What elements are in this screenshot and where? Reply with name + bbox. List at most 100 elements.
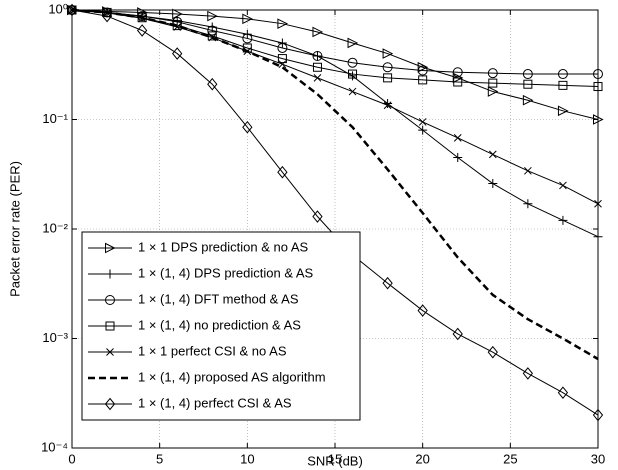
marker <box>452 327 463 341</box>
marker <box>593 69 603 80</box>
marker <box>522 69 533 80</box>
x-tick-label: 0 <box>68 451 75 466</box>
marker <box>242 33 253 44</box>
marker <box>348 87 357 96</box>
y-tick-label: 10⁻¹ <box>42 111 68 126</box>
marker <box>523 199 533 209</box>
marker <box>488 78 498 88</box>
marker <box>277 18 289 29</box>
legend-label: 1 × (1, 4) DFT method & AS <box>138 291 299 306</box>
marker <box>417 61 429 73</box>
marker <box>522 94 534 106</box>
marker <box>66 3 78 17</box>
marker <box>105 295 115 305</box>
legend-label: 1 × (1, 4) DPS prediction & AS <box>138 265 314 280</box>
marker <box>418 118 427 126</box>
marker <box>242 120 253 134</box>
legend-label: 1 × (1, 4) no prediction & AS <box>138 317 301 332</box>
marker <box>312 62 322 72</box>
marker <box>487 345 498 359</box>
marker <box>557 105 569 117</box>
marker <box>418 75 428 85</box>
marker <box>347 37 359 49</box>
x-tick-label: 10 <box>240 451 254 466</box>
marker <box>105 242 116 254</box>
marker <box>452 72 464 84</box>
marker <box>594 199 602 208</box>
marker <box>382 62 393 73</box>
series-line <box>71 9 598 75</box>
marker <box>453 152 463 162</box>
series-line <box>71 9 599 238</box>
marker <box>453 77 463 87</box>
y-tick-label: 10⁻² <box>42 220 68 235</box>
marker <box>104 397 116 411</box>
marker <box>242 13 253 25</box>
series-line <box>71 8 599 361</box>
marker <box>418 125 428 135</box>
marker <box>488 179 498 189</box>
marker <box>172 47 183 60</box>
marker <box>559 181 567 190</box>
marker <box>207 10 218 22</box>
marker <box>417 304 428 317</box>
y-axis-label: Packet error rate (PER) <box>7 161 22 297</box>
marker <box>558 80 568 90</box>
marker <box>383 101 392 110</box>
marker <box>277 54 287 64</box>
legend-label: 1 × (1, 4) proposed AS algorithm <box>138 369 326 384</box>
marker <box>383 73 393 83</box>
marker <box>106 348 114 356</box>
series-line <box>71 9 599 120</box>
marker <box>277 165 288 179</box>
x-axis-label: SNR (dB) <box>307 453 363 468</box>
y-tick-label: 10⁰ <box>48 1 68 16</box>
legend-label: 1 × 1 DPS prediction & no AS <box>138 239 309 254</box>
marker <box>348 69 358 79</box>
marker <box>105 269 115 279</box>
marker <box>558 215 568 225</box>
marker <box>452 67 463 78</box>
marker <box>101 9 113 23</box>
y-tick-label: 10⁻³ <box>42 330 68 345</box>
marker <box>524 166 532 175</box>
x-tick-label: 25 <box>503 451 517 466</box>
marker <box>277 42 288 53</box>
marker <box>347 57 358 68</box>
marker <box>453 133 462 142</box>
x-tick-label: 30 <box>591 451 605 466</box>
marker <box>207 77 218 91</box>
series-line <box>71 9 599 88</box>
marker <box>382 276 393 290</box>
marker <box>312 51 323 62</box>
marker <box>348 71 358 81</box>
marker <box>593 82 603 92</box>
marker <box>136 24 148 37</box>
marker <box>557 69 568 80</box>
marker <box>312 210 323 223</box>
marker <box>593 114 604 125</box>
x-tick-label: 5 <box>156 451 163 466</box>
marker <box>488 150 497 159</box>
marker <box>277 38 287 48</box>
marker <box>487 86 499 97</box>
x-tick-label: 15 <box>328 451 342 466</box>
marker <box>557 386 569 399</box>
legend-label: 1 × 1 perfect CSI & no AS <box>138 343 287 358</box>
marker <box>592 408 604 422</box>
marker <box>207 25 218 36</box>
marker <box>593 232 603 242</box>
legend-label: 1 × (1, 4) perfect CSI & AS <box>138 395 292 410</box>
y-tick-label: 10⁻⁴ <box>41 439 68 454</box>
marker <box>312 26 324 38</box>
marker <box>313 74 322 82</box>
marker <box>487 68 498 79</box>
x-tick-label: 20 <box>415 451 429 466</box>
marker <box>522 367 534 380</box>
marker <box>105 321 115 331</box>
marker <box>417 65 428 76</box>
marker <box>382 48 394 59</box>
marker <box>278 60 287 69</box>
marker <box>523 79 533 89</box>
